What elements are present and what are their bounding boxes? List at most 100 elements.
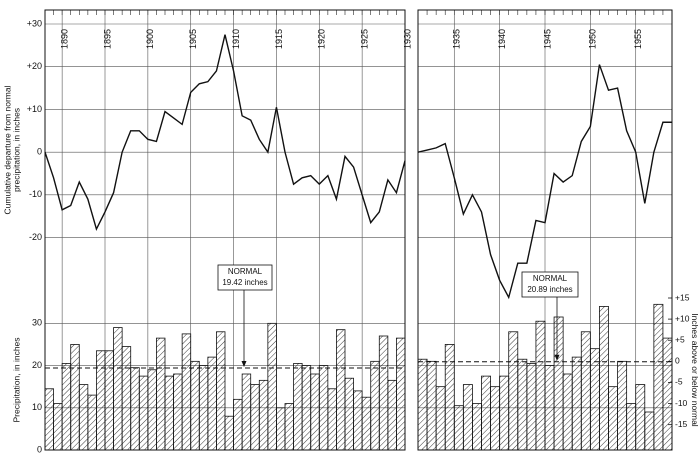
bar	[387, 379, 397, 451]
x-tick-label: 1890	[60, 29, 70, 49]
bar	[508, 331, 519, 451]
bar	[499, 375, 510, 451]
bar	[608, 386, 618, 451]
bar	[147, 369, 157, 451]
bar	[444, 344, 455, 451]
panel-frame	[44, 9, 406, 451]
y-tick-label: -10	[29, 189, 42, 199]
y-tick-label: +20	[27, 61, 42, 71]
bar	[490, 386, 501, 451]
bar	[370, 360, 380, 451]
annotation-arrowhead	[241, 361, 247, 368]
bar	[553, 316, 564, 451]
bar	[378, 335, 389, 451]
x-tick-label: 1925	[360, 29, 370, 49]
annotation-box	[521, 271, 579, 298]
bar	[396, 337, 406, 451]
bar	[336, 329, 346, 451]
y2-tick-label: -15	[675, 419, 688, 429]
bar	[233, 398, 243, 451]
annotation-title: NORMAL	[533, 274, 568, 283]
y-axis-title: precipitation, in inches	[11, 108, 21, 192]
x-tick-label: 1940	[497, 29, 507, 49]
y2-tick-label: -10	[675, 398, 688, 408]
bar	[644, 411, 655, 451]
bar	[190, 360, 200, 451]
bar	[662, 337, 673, 451]
bar	[276, 407, 286, 451]
bar	[535, 320, 546, 451]
bar	[589, 348, 600, 451]
bar	[481, 375, 491, 451]
bar	[626, 403, 637, 451]
bar	[562, 373, 573, 451]
bar	[87, 394, 97, 451]
departure-line	[417, 64, 672, 300]
annotation-label: 19.42 inches	[222, 278, 267, 287]
x-tick-label: 1905	[188, 29, 198, 49]
x-tick-label: 1930	[402, 29, 412, 49]
y2-tick-label: +15	[675, 292, 690, 302]
y-axis-title: Cumulative departure from normal	[2, 85, 12, 214]
bar	[344, 377, 354, 451]
bar	[361, 396, 372, 451]
departure-line	[44, 34, 406, 231]
bar	[571, 356, 582, 451]
bar	[130, 367, 140, 451]
bar	[472, 403, 482, 451]
y2-tick-label: 0	[675, 356, 680, 366]
x-tick-label: 1895	[102, 29, 112, 49]
bar	[44, 388, 54, 451]
y-tick-label: 20	[32, 360, 42, 370]
bar	[453, 405, 464, 451]
bar	[121, 346, 132, 451]
bar	[70, 344, 80, 451]
bar	[301, 365, 312, 451]
bar	[156, 337, 166, 451]
bar	[544, 365, 555, 451]
bar	[104, 350, 114, 451]
bar	[353, 390, 363, 451]
bar	[164, 375, 174, 451]
bar	[78, 384, 89, 451]
bar	[462, 384, 473, 451]
bar	[599, 306, 609, 451]
y-tick-label: 0	[37, 147, 42, 157]
bar	[224, 415, 234, 451]
annotation-title: NORMAL	[228, 267, 263, 276]
y-axis-title: Precipitation, in inches	[11, 337, 21, 422]
bar	[310, 373, 320, 451]
annotation-label: 20.89 inches	[527, 285, 572, 294]
panel-frame	[417, 9, 673, 451]
x-tick-label: 1935	[452, 29, 462, 49]
bar	[138, 375, 149, 451]
bar	[580, 331, 591, 451]
y2-axis-title: Inches above or below normal	[690, 313, 700, 427]
bar	[517, 358, 528, 451]
bar	[250, 384, 260, 451]
y-tick-label: 30	[32, 318, 42, 328]
bar	[207, 356, 217, 451]
bar	[653, 303, 664, 451]
y2-tick-label: -5	[675, 377, 683, 387]
bar	[635, 384, 646, 451]
x-tick-label: 1955	[633, 29, 643, 49]
y-tick-label: -20	[29, 232, 42, 242]
bar	[426, 360, 437, 451]
y-tick-label: +30	[27, 18, 42, 28]
x-tick-label: 1950	[588, 29, 598, 49]
bar	[327, 388, 337, 451]
x-tick-label: 1945	[542, 29, 552, 49]
y2-tick-label: +10	[675, 313, 690, 323]
y-tick-label: 0	[37, 444, 42, 454]
bar	[53, 403, 63, 451]
bar	[293, 363, 303, 451]
bar	[181, 333, 192, 451]
annotation-arrowhead	[554, 354, 560, 361]
y-tick-label: +10	[27, 104, 42, 114]
x-tick-label: 1900	[145, 29, 155, 49]
bar	[61, 363, 72, 451]
y2-tick-label: +5	[675, 334, 685, 344]
